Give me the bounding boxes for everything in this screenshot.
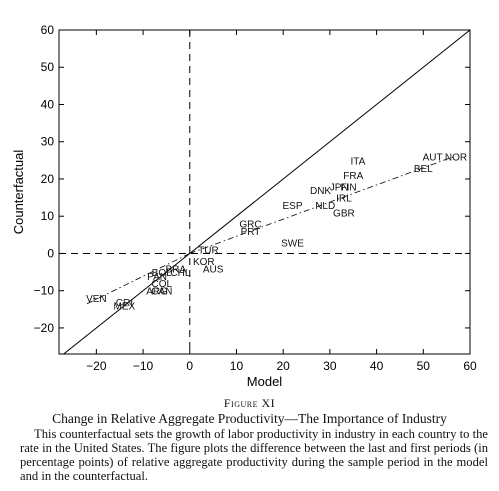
point-label-bel: BEL — [414, 164, 433, 175]
x-tick-label: −10 — [133, 359, 154, 373]
trend-line-negative — [86, 253, 190, 305]
x-axis: −20 −10 0 10 20 30 40 50 60 — [86, 30, 477, 373]
x-tick-label: 20 — [277, 359, 291, 373]
plot-frame — [58, 29, 471, 355]
point-label-fin: FIN — [341, 182, 357, 193]
point-label-can: CAN — [151, 287, 172, 298]
point-label-chl: CHL — [170, 268, 190, 279]
point-label-fra: FRA — [343, 171, 363, 182]
point-label-nor: NOR — [445, 153, 467, 164]
point-label-dnk: DNK — [310, 186, 331, 197]
point-label-irl: IRL — [336, 194, 352, 205]
point-label-mex: MEX — [114, 302, 136, 313]
x-tick-label: 0 — [186, 359, 193, 373]
diagonal-line — [63, 30, 470, 354]
y-tick-label: 20 — [41, 172, 55, 186]
point-label-swe: SWE — [281, 238, 304, 249]
point-label-cri: CRI — [116, 298, 133, 309]
point-label-grc: GRC — [239, 220, 261, 231]
figure-number: Figure XI — [223, 396, 276, 410]
y-tick-label: 0 — [47, 246, 54, 260]
point-label-ita: ITA — [350, 156, 365, 167]
figure-note: This counterfactual sets the growth of l… — [20, 427, 488, 483]
y-tick-label: 60 — [41, 23, 55, 37]
y-tick-label: −10 — [34, 284, 55, 298]
point-label-bra: BRA — [165, 264, 186, 275]
reference-lines — [59, 30, 470, 354]
point-label-aut: AUT — [423, 153, 443, 164]
x-tick-label: 40 — [370, 359, 384, 373]
point-label-prt: PRT — [241, 227, 261, 238]
x-axis-label: Model — [247, 374, 283, 389]
y-axis: −20 −10 0 10 20 30 40 50 60 — [34, 23, 470, 335]
y-tick-label: 10 — [41, 209, 55, 223]
y-tick-label: 40 — [41, 97, 55, 111]
point-label-col: COL — [151, 279, 172, 290]
y-tick-label: 30 — [41, 135, 55, 149]
point-label-gbr: GBR — [333, 208, 355, 219]
y-tick-label: 50 — [41, 60, 55, 74]
x-tick-label: 60 — [463, 359, 477, 373]
point-label-tur: TUR — [198, 246, 219, 257]
y-axis-label: Counterfactual — [11, 150, 26, 235]
point-label-aus: AUS — [203, 264, 224, 275]
y-tick-label: −20 — [34, 321, 55, 335]
figure-title: Change in Relative Aggregate Productivit… — [52, 411, 447, 426]
x-tick-label: 50 — [417, 359, 431, 373]
point-label-ven: VEN — [86, 294, 107, 305]
point-label-bol: BOL — [152, 268, 172, 279]
point-label-esp: ESP — [283, 201, 303, 212]
x-tick-label: −20 — [86, 359, 107, 373]
point-label-arg: ARG — [146, 287, 168, 298]
point-label-nld: NLD — [315, 201, 335, 212]
point-label-pan: PAN — [147, 272, 167, 283]
x-tick-label: 10 — [230, 359, 244, 373]
x-tick-label: 30 — [323, 359, 337, 373]
point-label-jpn: JPN — [330, 182, 349, 193]
point-label-kor: KOR — [193, 257, 215, 268]
